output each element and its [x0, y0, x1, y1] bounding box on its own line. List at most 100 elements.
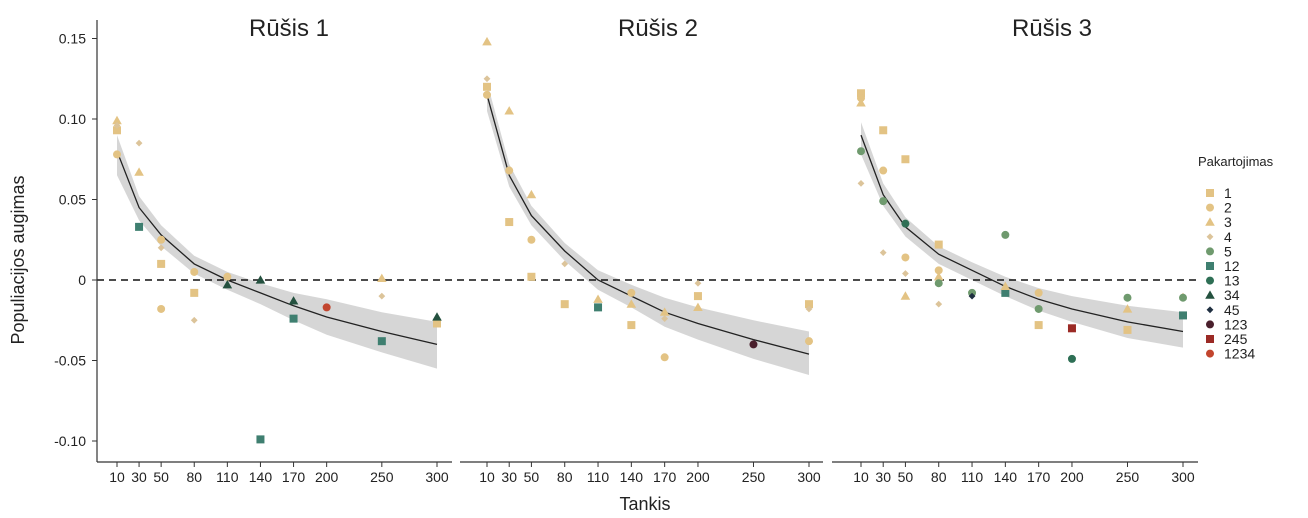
data-point [1122, 304, 1133, 313]
data-point [694, 279, 702, 287]
x-tick-label: 300 [1171, 469, 1195, 485]
data-point [256, 435, 265, 444]
x-tick-label: 80 [931, 469, 947, 485]
data-point [1123, 293, 1132, 302]
data-point [190, 316, 198, 324]
data-point [1034, 288, 1043, 297]
data-point [659, 307, 670, 316]
data-point [805, 305, 813, 313]
panel-title: Rūšis 2 [618, 15, 698, 42]
data-point [432, 312, 442, 321]
data-point [879, 166, 888, 175]
legend-marker [1205, 217, 1215, 226]
legend-entry-label: 12 [1224, 258, 1240, 274]
x-tick-label: 10 [479, 469, 495, 485]
data-point [378, 292, 386, 300]
data-point [901, 155, 910, 164]
data-point [934, 279, 943, 288]
legend-marker [1205, 290, 1215, 299]
data-point [561, 260, 569, 268]
axes: 0.15 0.10 0.05 0 -0.05 -0.10 10 30 50 80 110 140 170… [54, 20, 1198, 485]
data-point [805, 337, 813, 346]
panel-title: Rūšis 1 [249, 15, 329, 42]
x-tick-label: 30 [501, 469, 517, 485]
y-axis-label: Populiacijos augimas [8, 175, 28, 344]
data-point [1034, 304, 1043, 313]
data-point [113, 122, 121, 129]
legend-entry-label: 34 [1224, 287, 1240, 303]
legend-marker [1206, 189, 1214, 197]
data-point [627, 288, 636, 297]
data-point [856, 98, 866, 107]
data-point [157, 259, 166, 268]
data-point [505, 166, 514, 175]
x-tick-label: 250 [1116, 469, 1140, 485]
data-point [288, 296, 299, 305]
data-point [749, 340, 758, 349]
x-tick-label: 170 [1027, 469, 1051, 485]
fit-curve [486, 94, 810, 355]
data-point [857, 89, 865, 98]
legend-entry-label: 3 [1224, 214, 1232, 230]
x-tick-label: 300 [797, 469, 821, 485]
fit-curves [116, 94, 1184, 355]
y-tick-label: 0 [78, 272, 86, 288]
data-point [113, 150, 121, 159]
y-tick-label: 0.15 [59, 31, 86, 47]
legend-entry-label: 13 [1224, 273, 1240, 289]
data-point [322, 303, 331, 312]
panel-title: Rūšis 3 [1012, 15, 1092, 42]
x-tick-label: 200 [1060, 469, 1084, 485]
data-point [900, 291, 911, 300]
data-point [857, 147, 865, 156]
data-point [1067, 354, 1076, 363]
x-tick-label: 110 [961, 469, 984, 485]
data-point [901, 253, 910, 262]
data-point [627, 321, 636, 330]
x-tick-label: 200 [686, 469, 710, 485]
data-point [1123, 325, 1132, 334]
data-point [527, 235, 536, 244]
x-tick-label: 140 [249, 469, 273, 485]
data-point [934, 240, 943, 249]
data-point [879, 249, 887, 257]
data-point [135, 139, 143, 147]
legend-entry-label: 1 [1224, 185, 1232, 201]
data-point [693, 302, 703, 311]
data-point [112, 115, 122, 125]
legend-entry-label: 4 [1224, 229, 1232, 245]
data-point [1001, 230, 1010, 239]
x-tick-label: 110 [216, 469, 239, 485]
data-point [1001, 288, 1010, 297]
data-point [504, 106, 515, 115]
legend-marker [1206, 335, 1214, 343]
legend-entry-label: 123 [1224, 316, 1248, 332]
legend-marker [1206, 276, 1214, 285]
data-point [693, 292, 702, 301]
x-tick-label: 10 [853, 469, 869, 485]
data-point [505, 218, 514, 227]
y-tick-label: -0.10 [54, 433, 86, 449]
x-tick-label: 10 [109, 469, 125, 485]
data-point [857, 180, 865, 187]
x-tick-label: 50 [524, 469, 540, 485]
data-point [879, 126, 888, 135]
data-point [377, 273, 387, 282]
fit-curve [116, 150, 438, 346]
x-axis-label: Tankis [619, 494, 670, 514]
data-point [594, 303, 603, 312]
legend-marker [1206, 233, 1214, 241]
x-tick-label: 170 [282, 469, 306, 485]
data-point [1034, 321, 1043, 330]
data-point [660, 353, 669, 362]
data-point [483, 82, 491, 91]
confidence-band [487, 82, 809, 375]
fit-curve [860, 134, 1184, 333]
legend-entry-label: 45 [1224, 302, 1240, 318]
data-point [113, 126, 121, 135]
x-tick-label: 200 [315, 469, 339, 485]
x-tick-label: 80 [186, 469, 202, 485]
data-point [190, 288, 199, 297]
data-point [661, 315, 669, 323]
